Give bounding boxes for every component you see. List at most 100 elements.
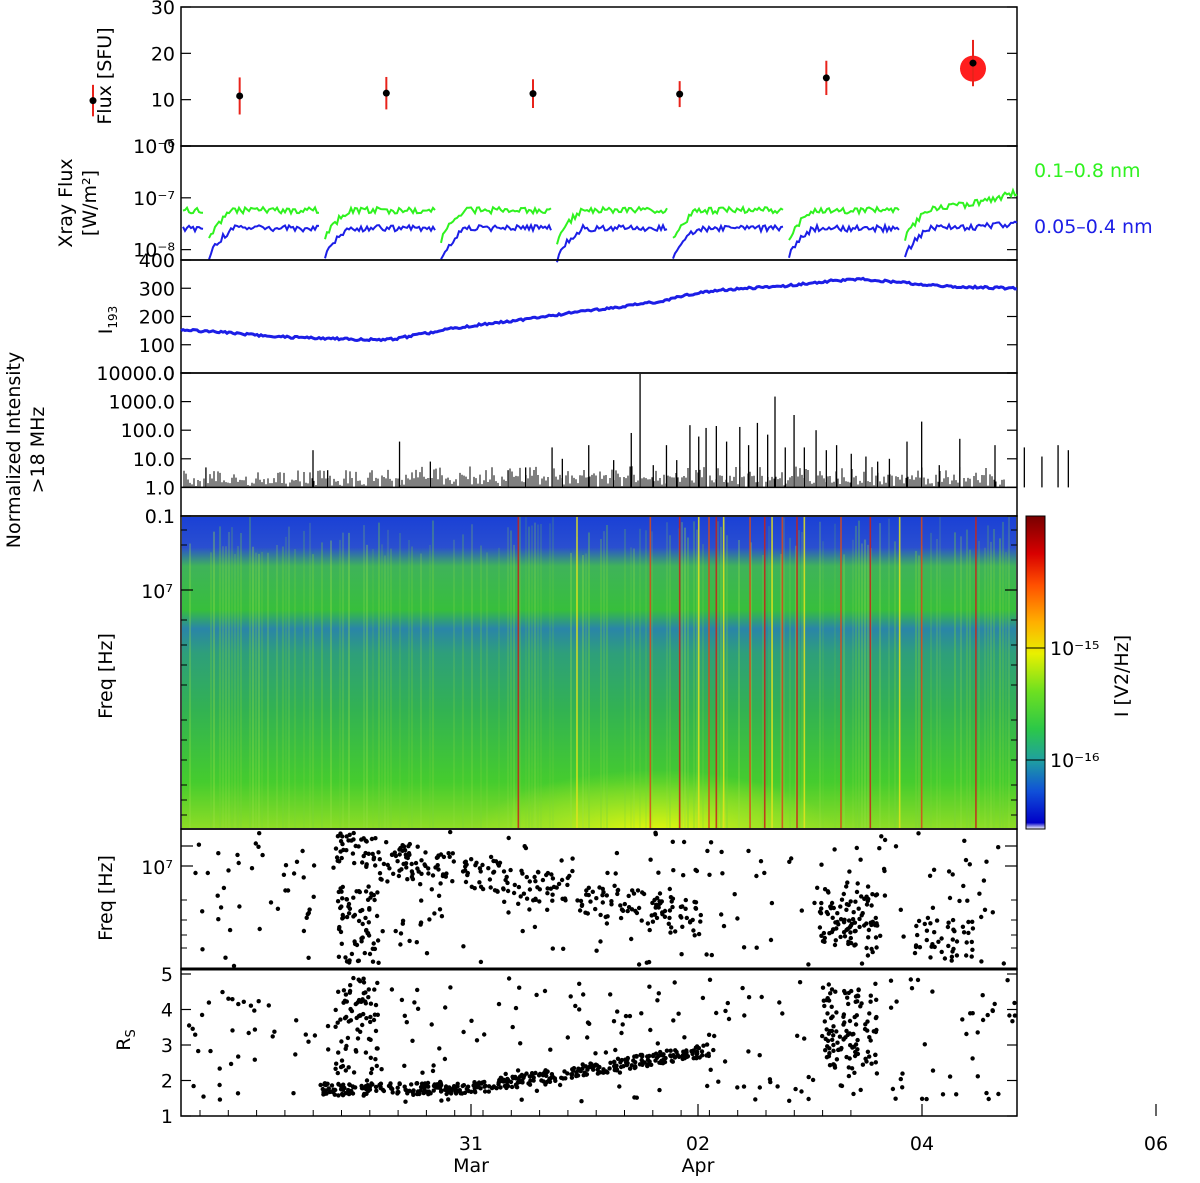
- burst-height-dot: [919, 1096, 925, 1102]
- burst-height-dot: [577, 981, 582, 986]
- burst-freq-dot: [609, 902, 614, 907]
- burst-height-dot: [357, 1013, 363, 1018]
- burst-height-dot: [346, 1065, 351, 1070]
- burst-height-dot: [565, 1035, 570, 1040]
- burst-height-dot: [439, 1098, 444, 1103]
- burst-height-dot: [825, 1011, 830, 1016]
- burst-height-dot: [787, 1098, 792, 1104]
- burst-height-dot: [924, 1096, 929, 1102]
- burst-freq-dot: [848, 935, 853, 941]
- burst-height-dot: [347, 990, 352, 995]
- burst-height-dot: [860, 1062, 866, 1067]
- burst-freq-dot: [333, 846, 339, 851]
- burst-freq-dot: [680, 924, 685, 929]
- burst-height-dot: [986, 1096, 991, 1102]
- burst-height-dot: [842, 988, 847, 994]
- burst-height-dot: [853, 1022, 859, 1027]
- burst-freq-dot: [799, 908, 804, 913]
- burst-height-dot: [909, 986, 915, 991]
- burst-freq-dot: [423, 863, 428, 869]
- burst-height-dot: [846, 1001, 851, 1007]
- burst-height-dot: [548, 1047, 553, 1052]
- burst-height-dot: [217, 1082, 222, 1088]
- burst-freq-dot: [850, 917, 856, 922]
- burst-height-dot: [486, 1089, 491, 1094]
- burst-freq-dot: [372, 946, 378, 952]
- burst-freq-dot: [594, 896, 599, 901]
- y-tick-label: 30: [151, 0, 175, 19]
- burst-height-dot: [607, 1066, 612, 1071]
- burst-freq-dot: [438, 852, 444, 857]
- burst-freq-dot: [363, 838, 368, 843]
- burst-height-dot: [608, 992, 613, 997]
- burst-freq-dot: [563, 898, 568, 903]
- burst-freq-dot: [400, 918, 406, 923]
- burst-freq-dot: [418, 920, 424, 925]
- burst-freq-dot: [518, 894, 523, 899]
- burst-height-dot: [338, 1017, 343, 1022]
- burst-freq-dot: [373, 836, 378, 841]
- burst-height-dot: [898, 1076, 903, 1082]
- burst-height-dot: [676, 1011, 681, 1016]
- burst-height-dot: [415, 1091, 420, 1097]
- burst-freq-dot: [946, 869, 952, 874]
- burst-height-dot: [354, 1049, 359, 1054]
- burst-freq-dot: [363, 915, 368, 921]
- burst-freq-dot: [554, 885, 559, 890]
- colorbar: [1025, 515, 1046, 830]
- burst-height-dot: [373, 1028, 379, 1034]
- y-tick-label: 4: [161, 1000, 173, 1022]
- burst-height-dot: [827, 1051, 832, 1056]
- burst-freq-dot: [339, 855, 344, 861]
- burst-freq-dot: [873, 915, 878, 921]
- burst-height-plot-frame: [180, 968, 1018, 1117]
- burst-height-dot: [830, 1037, 835, 1043]
- y-tick-label: 1.0: [145, 477, 175, 499]
- burst-freq-dot: [409, 861, 414, 867]
- burst-freq-dot: [370, 851, 375, 857]
- burst-height-dot: [356, 977, 361, 982]
- xray-series-1: [182, 224, 204, 234]
- burst-freq-dot: [758, 859, 764, 864]
- burst-height-dot: [348, 1090, 353, 1096]
- burst-height-dot: [517, 985, 522, 990]
- burst-height-dot: [669, 1058, 674, 1064]
- burst-height-dot: [627, 1013, 633, 1019]
- burst-freq-dot: [435, 855, 440, 860]
- burst-freq-dot: [306, 910, 311, 916]
- burst-freq-dot: [853, 942, 858, 947]
- burst-height-dot: [893, 1096, 898, 1101]
- burst-height-dot: [226, 996, 231, 1001]
- burst-freq-dot: [957, 898, 962, 904]
- burst-height-dot: [474, 1038, 480, 1043]
- burst-height-dot: [397, 1081, 402, 1087]
- burst-freq-dot: [365, 897, 371, 902]
- burst-freq-dot: [373, 863, 378, 868]
- burst-height-dot: [466, 1088, 471, 1094]
- burst-height-dot: [533, 1070, 538, 1076]
- burst-freq-dot: [656, 870, 661, 875]
- burst-height-dot: [365, 1083, 370, 1088]
- burst-freq-dot: [969, 939, 974, 945]
- burst-freq-dot: [369, 891, 374, 896]
- burst-height-dot: [856, 987, 861, 993]
- burst-height-dot: [431, 1088, 436, 1093]
- burst-height-dot: [831, 1024, 836, 1029]
- burst-height-dot: [711, 1047, 716, 1053]
- intensity-marks: [181, 374, 1069, 489]
- burst-freq-dot: [351, 895, 356, 900]
- burst-height-dot: [547, 1076, 552, 1081]
- burst-freq-dot: [769, 900, 775, 906]
- i193-ylabel: I193: [95, 306, 120, 335]
- burst-height-dot: [706, 1032, 712, 1038]
- burst-freq-dot: [833, 920, 838, 925]
- intensity-ylabel-line2: >18 MHz: [27, 407, 49, 494]
- burst-freq-dot: [848, 899, 853, 904]
- burst-freq-dot: [294, 859, 300, 864]
- burst-height-dot: [422, 1086, 427, 1091]
- colorbar-label: I [V2/Hz]: [1111, 635, 1133, 717]
- burst-height-dot: [430, 1068, 436, 1074]
- burst-height-dot: [611, 1059, 617, 1065]
- burst-height-dot: [420, 1070, 425, 1075]
- burst-height-dot: [855, 999, 860, 1004]
